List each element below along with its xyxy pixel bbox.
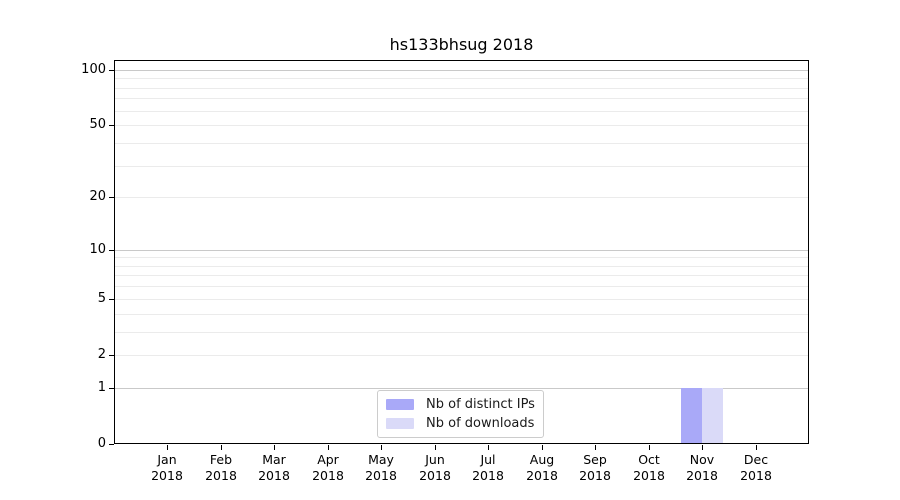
legend: Nb of distinct IPs Nb of downloads bbox=[377, 390, 544, 438]
x-tick-label: Apr 2018 bbox=[286, 452, 370, 484]
y-tick-mark bbox=[109, 444, 114, 445]
x-tick-mark bbox=[649, 445, 650, 450]
y-tick-mark bbox=[109, 70, 114, 71]
x-tick-label-month: Oct bbox=[638, 452, 660, 467]
x-tick-mark bbox=[274, 445, 275, 450]
x-tick-label-year: 2018 bbox=[686, 468, 718, 483]
gridline-minor bbox=[115, 111, 808, 112]
y-tick-label: 20 bbox=[89, 189, 106, 204]
x-tick-label: Jan 2018 bbox=[125, 452, 209, 484]
x-tick-label-month: Sep bbox=[583, 452, 607, 467]
x-tick-label-month: Mar bbox=[262, 452, 286, 467]
x-tick-label-month: Dec bbox=[743, 452, 769, 467]
x-tick-mark bbox=[488, 445, 489, 450]
x-tick-label-month: Feb bbox=[209, 452, 233, 467]
gridline-minor bbox=[115, 266, 808, 267]
gridline-tick bbox=[115, 355, 808, 356]
x-tick-label: Mar 2018 bbox=[232, 452, 316, 484]
y-tick-label: 0 bbox=[97, 436, 106, 451]
gridline-tick bbox=[115, 125, 808, 126]
gridline-minor bbox=[115, 257, 808, 258]
x-tick-label: Jun 2018 bbox=[393, 452, 477, 484]
legend-label-distinct-ips: Nb of distinct IPs bbox=[426, 397, 535, 412]
gridline-minor bbox=[115, 143, 808, 144]
x-tick-label: Nov 2018 bbox=[660, 452, 744, 484]
gridline-minor bbox=[115, 88, 808, 89]
y-tick-label: 5 bbox=[97, 291, 106, 306]
y-tick-mark bbox=[109, 125, 114, 126]
x-tick-label: Dec 2018 bbox=[714, 452, 798, 484]
legend-swatch-distinct-ips bbox=[386, 399, 414, 410]
chart-title: hs133bhsug 2018 bbox=[389, 35, 534, 54]
y-tick-mark bbox=[109, 388, 114, 389]
x-tick-label: May 2018 bbox=[339, 452, 423, 484]
x-tick-mark bbox=[702, 445, 703, 450]
bar-downloads bbox=[702, 387, 724, 443]
x-tick-label-year: 2018 bbox=[740, 468, 772, 483]
x-tick-mark bbox=[595, 445, 596, 450]
x-tick-label: Aug 2018 bbox=[500, 452, 584, 484]
gridline-tick bbox=[115, 299, 808, 300]
gridline-minor bbox=[115, 332, 808, 333]
y-tick-label: 1 bbox=[97, 380, 106, 395]
x-tick-label-year: 2018 bbox=[633, 468, 665, 483]
x-tick-mark bbox=[328, 445, 329, 450]
gridline-tick bbox=[115, 197, 808, 198]
x-tick-label-year: 2018 bbox=[365, 468, 397, 483]
x-tick-label-month: Apr bbox=[317, 452, 339, 467]
legend-swatch-downloads bbox=[386, 418, 414, 429]
gridline-minor bbox=[115, 286, 808, 287]
x-tick-label-month: Jun bbox=[425, 452, 445, 467]
x-tick-mark bbox=[542, 445, 543, 450]
bar-distinct-ips bbox=[680, 387, 703, 443]
y-tick-mark bbox=[109, 250, 114, 251]
y-tick-label: 2 bbox=[97, 347, 106, 362]
x-tick-label-year: 2018 bbox=[579, 468, 611, 483]
y-tick-label: 100 bbox=[81, 62, 106, 77]
x-tick-label-month: Nov bbox=[689, 452, 715, 467]
x-tick-mark bbox=[435, 445, 436, 450]
x-tick-label-month: Jul bbox=[480, 452, 496, 467]
y-tick-mark bbox=[109, 197, 114, 198]
x-tick-label: Oct 2018 bbox=[607, 452, 691, 484]
x-tick-label-year: 2018 bbox=[258, 468, 290, 483]
x-tick-label-year: 2018 bbox=[205, 468, 237, 483]
gridline-major bbox=[115, 250, 808, 251]
x-tick-mark bbox=[221, 445, 222, 450]
x-tick-mark bbox=[381, 445, 382, 450]
y-tick-label: 50 bbox=[89, 117, 106, 132]
x-tick-label-month: Aug bbox=[529, 452, 555, 467]
plot-area bbox=[114, 60, 809, 444]
legend-label-downloads: Nb of downloads bbox=[426, 416, 535, 431]
gridline-major bbox=[115, 388, 808, 389]
x-tick-label: Jul 2018 bbox=[446, 452, 530, 484]
y-tick-mark bbox=[109, 299, 114, 300]
x-tick-label: Feb 2018 bbox=[179, 452, 263, 484]
legend-item-downloads: Nb of downloads bbox=[386, 416, 535, 431]
gridline-minor bbox=[115, 314, 808, 315]
gridline-minor bbox=[115, 98, 808, 99]
x-tick-label-year: 2018 bbox=[472, 468, 504, 483]
gridline-minor bbox=[115, 166, 808, 167]
y-tick-mark bbox=[109, 355, 114, 356]
x-tick-mark bbox=[167, 445, 168, 450]
x-tick-mark bbox=[756, 445, 757, 450]
x-tick-label-year: 2018 bbox=[526, 468, 558, 483]
legend-item-distinct-ips: Nb of distinct IPs bbox=[386, 397, 535, 412]
x-tick-label-year: 2018 bbox=[312, 468, 344, 483]
x-tick-label-year: 2018 bbox=[151, 468, 183, 483]
gridline-major bbox=[115, 70, 808, 71]
gridline-minor bbox=[115, 275, 808, 276]
gridline-minor bbox=[115, 78, 808, 79]
x-tick-label: Sep 2018 bbox=[553, 452, 637, 484]
x-tick-label-month: Jan bbox=[157, 452, 177, 467]
y-tick-label: 10 bbox=[89, 242, 106, 257]
x-tick-label-month: May bbox=[368, 452, 394, 467]
x-tick-label-year: 2018 bbox=[419, 468, 451, 483]
